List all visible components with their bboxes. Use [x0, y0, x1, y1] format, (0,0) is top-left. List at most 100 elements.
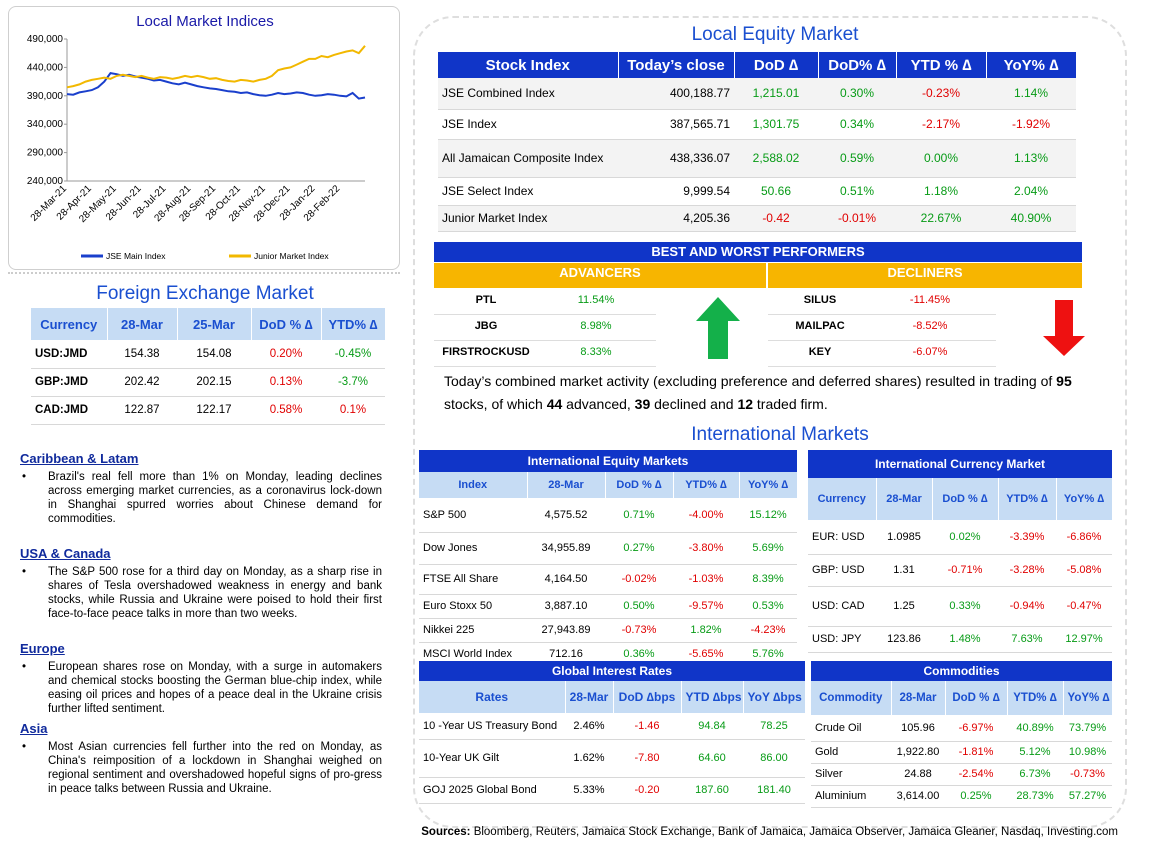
cell: 3,614.00 — [891, 785, 945, 808]
cell: 123.86 — [876, 626, 932, 653]
cell: 73.79% — [1063, 715, 1113, 742]
cell: 0.33% — [932, 586, 998, 627]
y-tick-label: 440,000 — [27, 62, 64, 73]
cell: 57.27% — [1063, 785, 1113, 808]
column-header: YTD% ∆ — [1007, 681, 1064, 715]
cell: 64.60 — [681, 739, 743, 778]
cell: -0.45% — [321, 340, 385, 369]
cell: 202.15 — [177, 368, 251, 397]
cell: Crude Oil — [811, 715, 891, 742]
cell: 105.96 — [891, 715, 945, 742]
column-header: Today’s close — [618, 52, 735, 78]
news-text: European shares rose on Monday, with a s… — [48, 661, 382, 715]
news-item: Asia • Most Asian currencies fell further … — [20, 721, 382, 796]
commodities-table: Commodities Commodity 28-Mar DoD % ∆ YTD% ∆ Y… — [811, 661, 1113, 808]
cell: 5.12% — [1007, 741, 1063, 764]
cell: 0.13% — [251, 368, 321, 397]
performer-value: 11.54% — [577, 294, 615, 306]
series-line — [66, 45, 366, 89]
performer-value: -8.52% — [912, 320, 948, 332]
cell: 0.20% — [251, 340, 321, 369]
header-row: Index 28-Mar DoD % ∆ YTD% ∆ YoY% ∆ — [419, 472, 798, 498]
cell: 1.0985 — [876, 520, 932, 555]
column-header: 28-Mar — [527, 472, 606, 498]
cell: 7.63% — [998, 626, 1056, 653]
column-header: DoD% ∆ — [818, 52, 897, 78]
cell: 10.98% — [1063, 741, 1113, 764]
title-row: Commodities — [811, 661, 1113, 681]
summary: Today’s combined market activity (exclud… — [444, 370, 1084, 416]
cell: 22.67% — [896, 205, 986, 232]
header-row: Currency 28-Mar 25-Mar DoD % ∆ YTD% ∆ — [31, 308, 386, 340]
table-title: Commodities — [811, 661, 1113, 681]
cell: -0.73% — [605, 618, 673, 643]
column-header: DoD % ∆ — [945, 681, 1008, 715]
table-title: Global Interest Rates — [419, 661, 805, 681]
row: Silver 24.88 -2.54% 6.73% -0.73% — [811, 763, 1113, 786]
column-header: 28-Mar — [565, 681, 614, 713]
title-row: International Currency Market — [808, 450, 1112, 478]
cell: JSE Select Index — [438, 177, 618, 206]
column-header: YoY% ∆ — [739, 472, 798, 498]
table: Currency 28-Mar 25-Mar DoD % ∆ YTD% ∆ USD:JMD… — [31, 308, 386, 425]
cell: 40.89% — [1007, 715, 1063, 742]
header-row: Commodity 28-Mar DoD % ∆ YTD% ∆ YoY% ∆ — [811, 681, 1113, 715]
row: Aluminium 3,614.00 0.25% 28.73% 57.27% — [811, 785, 1113, 808]
cell: -3.28% — [998, 554, 1056, 587]
cell: 5.69% — [739, 532, 798, 565]
cell: 0.34% — [818, 109, 896, 140]
cell: 122.17 — [177, 396, 251, 425]
news-text: Brazil's real fell more than 1% on Monda… — [48, 471, 382, 525]
cell: -0.23% — [896, 78, 986, 110]
news-heading: Europe — [20, 641, 65, 656]
cell: 1.82% — [673, 618, 739, 643]
chart-title: Local Market Indices — [136, 13, 274, 30]
cell: -7.80 — [613, 739, 681, 778]
news-item: Caribbean & Latam • Brazil's real fell mor… — [20, 451, 382, 526]
cell: 0.50% — [605, 594, 673, 619]
sources: Sources: Bloomberg, Reuters, Jamaica Sto… — [421, 826, 1118, 838]
performer-value: -11.45% — [909, 294, 951, 306]
cell: 438,336.07 — [618, 139, 734, 178]
cell: 2,588.02 — [734, 139, 818, 178]
table: Commodities Commodity 28-Mar DoD % ∆ YTD% ∆ Y… — [811, 661, 1113, 808]
performer-name: KEY — [808, 346, 832, 358]
column-header: YoY% ∆ — [1056, 478, 1113, 520]
summary-part: stocks, of which — [444, 396, 547, 412]
y-tick-label: 340,000 — [27, 119, 64, 130]
cell: -6.97% — [945, 715, 1007, 742]
cell: 202.42 — [107, 368, 177, 397]
row: Junior Market Index 4,205.36 -0.42 -0.01% 22… — [438, 205, 1076, 232]
news-item: Europe • European shares rose on Monday, w… — [20, 641, 382, 716]
y-tick-label: 490,000 — [27, 34, 64, 45]
cell: S&P 500 — [419, 498, 527, 533]
news-bullet: • European shares rose on Monday, with a … — [20, 660, 382, 716]
column-header: Index — [419, 472, 528, 498]
cell: 8.39% — [739, 564, 798, 595]
news-bullet: • Most Asian currencies fell further into… — [20, 740, 382, 796]
row: USD: JPY 123.86 1.48% 7.63% 12.97% — [808, 626, 1112, 653]
cell: 1.48% — [932, 626, 998, 653]
column-header: DoD ∆bps — [613, 681, 682, 713]
cell: 0.51% — [818, 177, 896, 206]
performer-row — [434, 316, 656, 341]
row: Crude Oil 105.96 -6.97% 40.89% 73.79% — [811, 715, 1113, 742]
column-header: YoY% ∆ — [986, 52, 1077, 78]
chart-panel: Local Market Indices 240,000 290,000 340,0… — [8, 6, 400, 270]
bullet: • — [22, 741, 27, 753]
performer-value: -6.07% — [912, 346, 948, 358]
cell: All Jamaican Composite Index — [438, 139, 618, 178]
cell: -3.7% — [321, 368, 385, 397]
cell: -1.03% — [673, 564, 739, 595]
performer-name: JBG — [474, 320, 498, 332]
row: JSE Index 387,565.71 1,301.75 0.34% -2.17% -1… — [438, 109, 1076, 140]
performer-name: MAILPAC — [795, 320, 845, 332]
intl-equity-table: International Equity Markets Index 28-Mar D… — [419, 450, 798, 667]
fx-title: Foreign Exchange Market — [96, 283, 314, 304]
cell: -0.71% — [932, 554, 998, 587]
summary-part: 12 — [737, 396, 754, 412]
divider — [8, 272, 400, 274]
cell: FTSE All Share — [419, 564, 527, 595]
column-header: DoD % ∆ — [251, 308, 322, 340]
